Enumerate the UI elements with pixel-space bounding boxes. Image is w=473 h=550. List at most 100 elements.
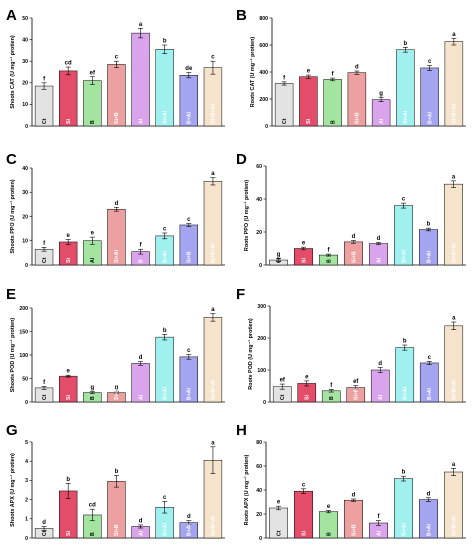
category-label: Al xyxy=(138,530,144,536)
y-tick-label: 100 xyxy=(19,353,28,359)
category-label: Si+B+Al xyxy=(451,516,457,536)
category-label: Si xyxy=(66,119,72,124)
category-label: Ct xyxy=(42,530,48,536)
y-tick-label: 200 xyxy=(257,336,266,342)
significance-letter: b xyxy=(403,339,407,345)
category-label: Si+B xyxy=(187,251,193,263)
category-label: Si+B+Al xyxy=(452,104,458,124)
y-axis-label: Roots POD (U mg⁻¹ protien) xyxy=(248,318,254,390)
category-label: Ct xyxy=(282,118,288,124)
panel-letter: G xyxy=(6,422,18,439)
significance-letter: d xyxy=(139,518,143,524)
y-tick-label: 10 xyxy=(22,102,28,108)
y-tick-label: 150 xyxy=(19,329,28,335)
y-tick-label: 10 xyxy=(22,239,28,245)
y-tick-label: 80 xyxy=(256,440,262,446)
category-label: Ct xyxy=(42,394,48,400)
y-tick-label: 0 xyxy=(25,124,28,130)
y-tick-label: 200 xyxy=(259,97,268,103)
significance-letter: b xyxy=(163,328,167,334)
y-tick-label: 50 xyxy=(22,376,28,382)
significance-letter: ef xyxy=(280,378,286,384)
significance-letter: b xyxy=(66,477,70,483)
significance-letter: c xyxy=(211,55,215,61)
category-label: Si xyxy=(305,395,311,400)
significance-letter: d xyxy=(42,520,46,526)
y-axis-label: Shoots CAT (U mg⁻¹ protien) xyxy=(10,35,16,109)
bar xyxy=(323,79,342,127)
category-label: B xyxy=(90,396,96,400)
category-label: Al xyxy=(378,394,384,400)
panel-a: A Shoots CAT (U mg⁻¹ protien) 0 10 20 30 40 50 f… xyxy=(6,7,225,130)
significance-letter: a xyxy=(139,22,143,28)
category-label: Si xyxy=(66,395,72,400)
significance-letter: f xyxy=(43,241,46,247)
y-tick-label: 300 xyxy=(257,304,266,310)
significance-letter: b xyxy=(163,39,167,45)
y-tick-label: 4 xyxy=(25,459,28,465)
significance-letter: c xyxy=(115,55,119,61)
y-axis-label: Roots PPO (U mg⁻¹ protien) xyxy=(244,180,250,251)
category-label: Si+Al xyxy=(114,249,120,263)
y-tick-label: 0 xyxy=(259,536,262,542)
category-label: Si+Al xyxy=(403,386,409,400)
y-tick-label: 30 xyxy=(22,190,28,196)
significance-letter: d xyxy=(115,201,119,207)
category-label: Si+Al xyxy=(162,386,168,400)
category-label: Ct xyxy=(42,257,48,263)
significance-letter: a xyxy=(452,462,456,468)
panel-h: H Roots APX (U mg⁻¹ protien) 0 20 40 60 80 e Ct c… xyxy=(236,422,466,542)
significance-letter: g xyxy=(277,252,281,258)
category-label: Ct xyxy=(280,394,286,400)
bar xyxy=(299,76,318,127)
category-label: Si+B xyxy=(351,251,357,263)
significance-letter: d xyxy=(377,236,381,242)
y-tick-label: 800 xyxy=(259,16,268,22)
category-label: Si+B+Al xyxy=(211,380,217,400)
significance-letter: f xyxy=(332,72,335,78)
category-label: Si+B+Al xyxy=(451,243,457,263)
significance-letter: g xyxy=(115,385,119,391)
category-label: Si+B xyxy=(354,388,360,400)
category-label: B+Al xyxy=(187,111,193,124)
category-label: Al xyxy=(376,257,382,263)
significance-letter: cd xyxy=(65,61,72,67)
y-tick-label: 1 xyxy=(25,517,28,523)
significance-letter: a xyxy=(211,307,215,313)
category-label: B+Al xyxy=(426,250,432,263)
y-axis-label: Roots APX (U mg⁻¹ protien) xyxy=(244,454,250,525)
significance-letter: f xyxy=(283,75,286,81)
y-axis-label: Roots CAT (U mg⁻¹ protien) xyxy=(250,37,256,108)
panel-e: E Shoots POD (U mg⁻¹ protien) 0 50 100 150 200… xyxy=(6,286,225,406)
significance-letter: ef xyxy=(353,379,359,385)
significance-letter: de xyxy=(185,66,193,72)
significance-letter: cd xyxy=(89,503,96,509)
significance-letter: c xyxy=(163,226,167,232)
significance-letter: a xyxy=(452,32,456,38)
category-label: Si+B+Al xyxy=(211,104,217,124)
category-label: B+Al xyxy=(187,387,193,400)
panel-letter: H xyxy=(236,422,247,439)
significance-letter: f xyxy=(43,380,46,386)
significance-letter: d xyxy=(187,514,191,520)
category-label: Si xyxy=(66,531,72,536)
significance-letter: e xyxy=(305,374,309,380)
y-axis-label: Shoots PPO (U mg⁻¹ protien) xyxy=(10,179,16,253)
significance-letter: d xyxy=(139,355,143,361)
category-label: Si+B xyxy=(351,524,357,536)
y-tick-label: 600 xyxy=(259,43,268,49)
panel-b: B Roots CAT (U mg⁻¹ protien) 0 200 400 600 800… xyxy=(236,7,466,130)
significance-letter: d xyxy=(352,234,356,240)
category-label: Si xyxy=(306,119,312,124)
panel-letter: A xyxy=(6,7,17,24)
bar xyxy=(59,70,78,127)
y-tick-label: 0 xyxy=(25,536,28,542)
significance-letter: e xyxy=(67,233,71,239)
y-tick-label: 20 xyxy=(22,214,28,220)
category-label: Al xyxy=(138,394,144,400)
significance-letter: e xyxy=(307,69,311,75)
significance-letter: f xyxy=(43,76,46,82)
category-label: B xyxy=(329,396,335,400)
y-tick-label: 0 xyxy=(265,124,268,130)
